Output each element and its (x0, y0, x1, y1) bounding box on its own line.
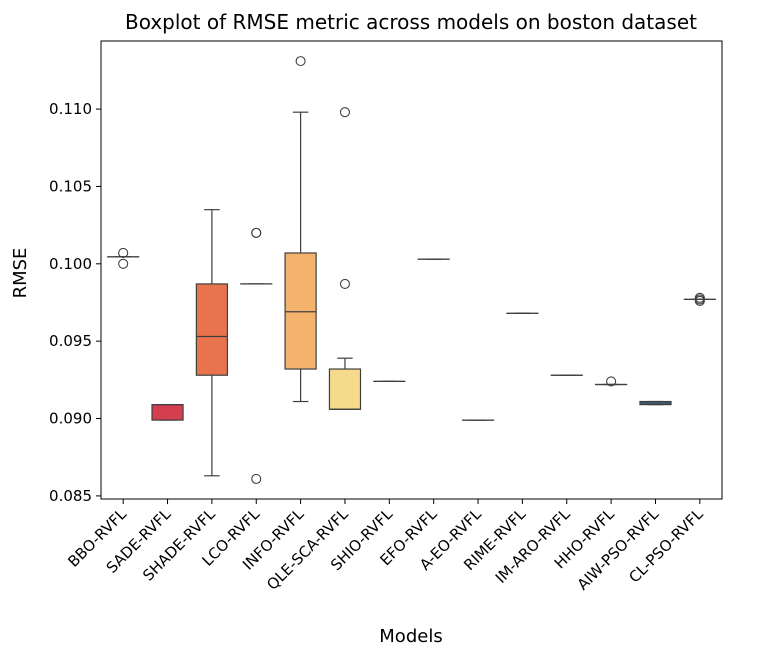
plot-frame (100, 40, 723, 500)
box (151, 404, 184, 421)
outlier-point (606, 376, 617, 387)
y-tick-label: 0.095 (49, 332, 92, 350)
outlier-point (339, 278, 351, 289)
chart-title: Boxplot of RMSE metric across models on … (125, 10, 697, 34)
box (328, 368, 362, 410)
outlier-point (118, 258, 129, 269)
outlier-point (251, 227, 262, 238)
outlier-point (339, 107, 351, 118)
plot-area: 0.0850.0900.0950.1000.1050.110BBO-RVFLSA… (49, 40, 723, 594)
outlier-point (295, 56, 306, 67)
box (284, 252, 317, 370)
outlier-point (694, 292, 705, 303)
y-tick-label: 0.100 (49, 255, 92, 273)
x-axis-label: Models (379, 626, 442, 647)
outlier-point (118, 247, 129, 259)
y-tick-label: 0.110 (49, 100, 92, 118)
y-tick-label: 0.085 (49, 487, 92, 505)
y-tick-label: 0.105 (49, 177, 92, 195)
outlier-point (251, 473, 262, 484)
y-axis-label: RMSE (10, 248, 31, 299)
y-tick-label: 0.090 (49, 410, 92, 428)
box (195, 283, 229, 376)
